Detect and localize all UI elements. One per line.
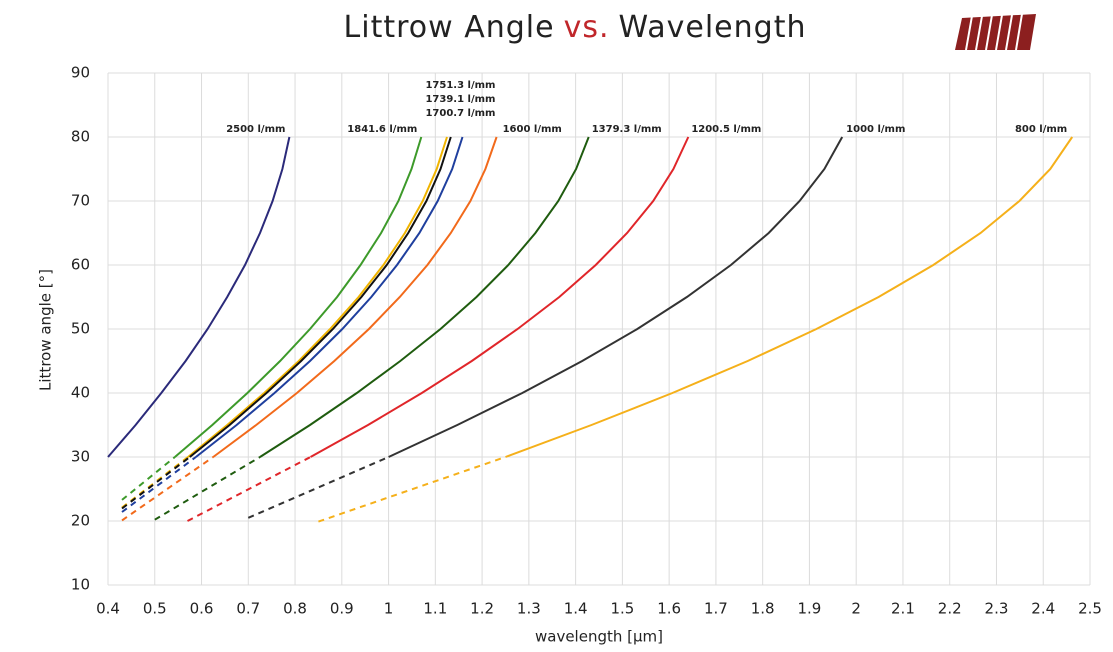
line-label: 2500 l/mm bbox=[226, 124, 285, 135]
line-label: 1379.3 l/mm bbox=[592, 124, 662, 135]
extrapolated-line bbox=[121, 456, 176, 501]
x-tick-label: 2 bbox=[851, 600, 861, 618]
y-tick-label: 20 bbox=[71, 512, 90, 530]
x-tick-label: 2.1 bbox=[891, 600, 915, 618]
x-tick-label: 2.3 bbox=[985, 600, 1009, 618]
line-label: 1700.7 l/mm bbox=[425, 108, 495, 119]
x-tick-label: 1.5 bbox=[610, 600, 634, 618]
x-tick-label: 1.6 bbox=[657, 600, 681, 618]
line bbox=[388, 136, 844, 458]
extrapolated-line bbox=[121, 456, 197, 513]
x-tick-label: 1.9 bbox=[797, 600, 821, 618]
line bbox=[259, 136, 590, 458]
line-label: 800 l/mm bbox=[1015, 124, 1067, 135]
line bbox=[212, 136, 498, 458]
x-tick-label: 0.9 bbox=[330, 600, 354, 618]
line bbox=[107, 136, 291, 458]
line-label: 1841.6 l/mm bbox=[347, 124, 417, 135]
y-tick-label: 10 bbox=[71, 576, 90, 594]
line-label: 1739.1 l/mm bbox=[425, 94, 495, 105]
y-axis-label: Littrow angle [°] bbox=[37, 269, 55, 391]
x-tick-label: 0.8 bbox=[283, 600, 307, 618]
title-part: vs. bbox=[564, 10, 610, 45]
extrapolated-line bbox=[247, 456, 389, 519]
extrapolated-line bbox=[187, 456, 311, 522]
extrapolated-line bbox=[154, 456, 261, 521]
y-tick-label: 30 bbox=[71, 448, 90, 466]
x-axis-label: wavelength [µm] bbox=[535, 628, 663, 646]
x-tick-label: 1.1 bbox=[423, 600, 447, 618]
extrapolated-line bbox=[121, 456, 191, 510]
y-tick-label: 70 bbox=[71, 192, 90, 210]
line-label: 1000 l/mm bbox=[846, 124, 905, 135]
x-tick-label: 1.8 bbox=[751, 600, 775, 618]
x-tick-label: 0.4 bbox=[96, 600, 120, 618]
chart-title: Littrow Angle vs. Wavelength bbox=[344, 10, 807, 45]
x-tick-label: 2.2 bbox=[938, 600, 962, 618]
x-tick-label: 0.5 bbox=[143, 600, 167, 618]
x-tick-label: 0.6 bbox=[190, 600, 214, 618]
line-label: 1200.5 l/mm bbox=[691, 124, 761, 135]
x-tick-label: 1.7 bbox=[704, 600, 728, 618]
line-label: 1600 l/mm bbox=[503, 124, 562, 135]
y-tick-label: 50 bbox=[71, 320, 90, 338]
line bbox=[187, 136, 448, 458]
line-label: 1751.3 l/mm bbox=[425, 80, 495, 91]
title-part: Wavelength bbox=[619, 10, 807, 45]
line bbox=[174, 136, 423, 458]
line bbox=[310, 136, 690, 458]
y-tick-label: 80 bbox=[71, 128, 90, 146]
x-tick-label: 1 bbox=[384, 600, 394, 618]
x-tick-label: 2.4 bbox=[1031, 600, 1055, 618]
x-tick-label: 1.4 bbox=[564, 600, 588, 618]
logo bbox=[955, 13, 1036, 51]
y-tick-label: 90 bbox=[71, 64, 90, 82]
y-tick-label: 40 bbox=[71, 384, 90, 402]
y-tick-label: 60 bbox=[71, 256, 90, 274]
line bbox=[505, 136, 1074, 458]
x-tick-label: 1.3 bbox=[517, 600, 541, 618]
extrapolated-line bbox=[318, 456, 506, 523]
x-tick-label: 1.2 bbox=[470, 600, 494, 618]
extrapolated-line bbox=[121, 456, 214, 522]
line bbox=[195, 136, 464, 458]
title-part: Littrow Angle bbox=[344, 10, 555, 45]
x-tick-label: 0.7 bbox=[236, 600, 260, 618]
x-tick-label: 2.5 bbox=[1078, 600, 1102, 618]
line bbox=[189, 136, 452, 458]
